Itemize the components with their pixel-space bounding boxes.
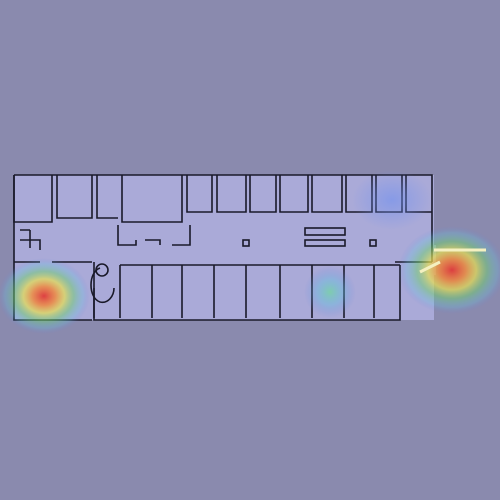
entrance-marker [419,248,486,274]
hotspot-north-east [352,170,432,230]
hotspot-east-wing-entrance [398,226,500,314]
heatmap-overlay [0,170,500,334]
hotspot-west-wing-exit [0,258,90,334]
hotspot-south-corridor-mid [304,266,356,318]
